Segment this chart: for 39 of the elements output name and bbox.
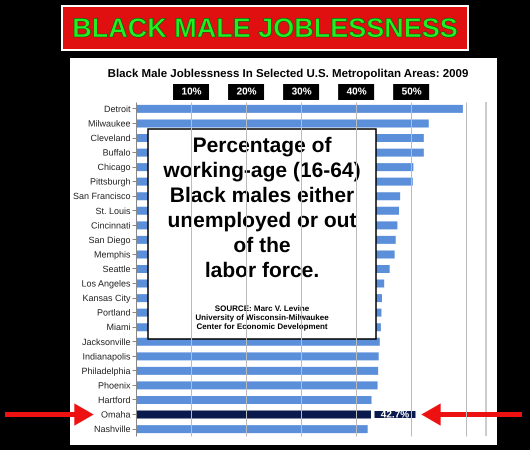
y-tick-label: St. Louis	[95, 206, 131, 216]
y-tick-label: Buffalo	[102, 148, 130, 158]
y-tick-label: Pittsburgh	[90, 176, 130, 187]
y-tick-label: Detroit	[104, 104, 131, 114]
chart-subtitle: Black Male Joblessness In Selected U.S. Metropolitan Areas: 2009	[108, 68, 468, 80]
bar	[136, 410, 371, 419]
bar	[136, 366, 378, 375]
x-tick-label: 40%	[346, 86, 367, 98]
y-tick-label: Milwaukee	[88, 118, 130, 128]
y-tick-label: Omaha	[100, 410, 130, 420]
bar	[136, 119, 429, 128]
bar	[136, 381, 378, 390]
bar	[136, 352, 379, 360]
y-tick-label: Seattle	[102, 264, 130, 274]
annotation: SOURCE: Marc V. Levine University of Wisconsin-Milwaukee Center for Economic Development	[195, 304, 330, 331]
y-tick-label: Miami	[106, 322, 130, 332]
bar	[136, 396, 372, 404]
x-tick-label: 50%	[402, 86, 422, 98]
y-tick-label: Cincinnati	[90, 220, 130, 230]
y-tick-label: Chicago	[97, 162, 130, 172]
x-tick-label: 10%	[182, 86, 202, 98]
x-tick-label: 20%	[236, 86, 257, 98]
y-tick-label: Hartford	[98, 394, 130, 405]
y-tick-label: Los Angeles	[81, 278, 131, 289]
y-tick-label: Jacksonville	[82, 336, 130, 347]
y-tick-label: San Diego	[88, 234, 130, 245]
y-tick-label: Phoenix	[98, 380, 131, 390]
x-tick-label: 30%	[292, 86, 312, 98]
y-tick-label: Memphis	[94, 249, 131, 260]
y-tick-label: Cleveland	[90, 133, 130, 144]
y-tick-label: Kansas City	[82, 293, 131, 304]
bar	[136, 104, 463, 113]
y-tick-label: Indianapolis	[82, 351, 131, 362]
y-tick-label: Portland	[96, 308, 130, 318]
bar	[136, 425, 368, 434]
y-tick-label: San Francisco	[72, 191, 130, 202]
y-tick-label: Philadelphia	[81, 366, 130, 376]
chart-title: BLACK MALE JOBLESSNESS	[72, 13, 458, 43]
y-tick-label: Nashville	[94, 424, 130, 434]
